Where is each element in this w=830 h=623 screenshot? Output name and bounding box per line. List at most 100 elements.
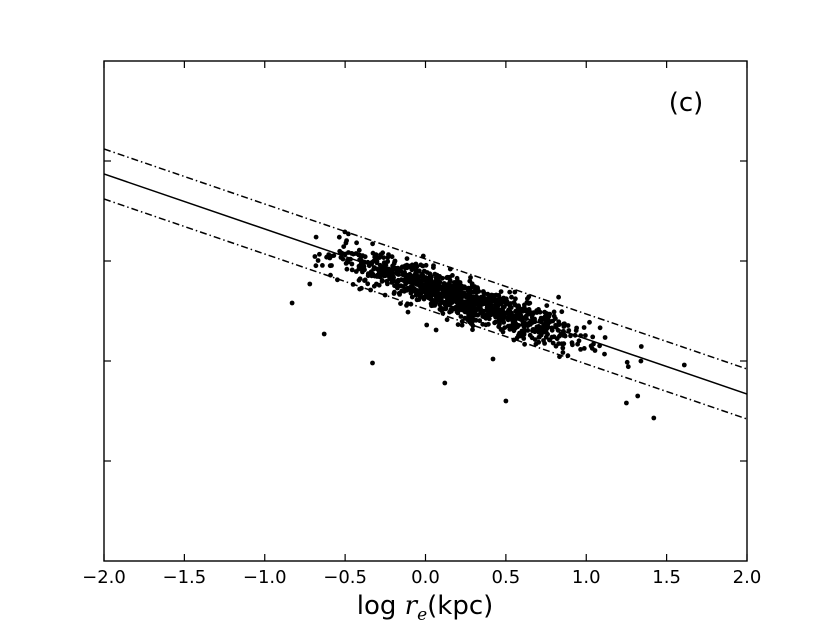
- data-point: [484, 300, 489, 306]
- data-point: [384, 278, 390, 284]
- data-point: [458, 301, 463, 307]
- data-point: [449, 308, 454, 314]
- data-point: [313, 263, 319, 269]
- data-point: [428, 276, 433, 282]
- panel-label: (c): [669, 88, 704, 118]
- data-point: [391, 266, 397, 272]
- data-point: [556, 319, 562, 325]
- data-point: [520, 319, 526, 324]
- data-point: [461, 290, 467, 296]
- data-point: [467, 287, 473, 292]
- data-point: [481, 290, 487, 296]
- data-point: [535, 328, 541, 333]
- data-point: [597, 343, 602, 349]
- data-point: [446, 287, 452, 293]
- data-point: [469, 319, 475, 325]
- data-point: [538, 332, 544, 338]
- data-point: [565, 323, 571, 328]
- data-point: [573, 328, 579, 333]
- x-tick-label: 2.0: [733, 567, 762, 588]
- lower-scatter-line: [104, 198, 747, 420]
- data-point: [454, 275, 460, 281]
- data-point: [467, 278, 473, 284]
- data-point: [475, 302, 481, 308]
- data-point: [452, 290, 458, 295]
- data-point: [340, 256, 346, 262]
- data-point: [424, 286, 430, 291]
- data-point: [459, 319, 465, 324]
- data-point: [550, 340, 556, 346]
- data-point: [455, 322, 461, 327]
- data-point: [624, 359, 630, 365]
- data-point: [368, 269, 374, 275]
- data-point: [531, 327, 537, 332]
- data-point: [490, 309, 496, 315]
- data-point: [410, 281, 415, 287]
- x-tick-label: 0.0: [411, 567, 440, 588]
- data-point: [459, 306, 465, 312]
- data-point: [420, 253, 426, 259]
- data-point: [321, 331, 327, 337]
- x-tick-label: 0.5: [492, 567, 521, 588]
- data-point: [562, 321, 567, 327]
- data-point: [566, 328, 572, 333]
- data-point: [389, 273, 395, 278]
- x-tick-label: −1.0: [243, 567, 287, 588]
- data-point: [495, 303, 501, 309]
- data-point: [557, 354, 562, 360]
- data-point: [417, 283, 423, 288]
- data-point: [471, 312, 476, 318]
- data-point: [335, 277, 340, 283]
- data-point: [590, 334, 596, 340]
- data-point: [336, 234, 342, 240]
- data-point: [362, 254, 368, 260]
- data-point: [372, 254, 378, 260]
- data-point: [483, 315, 489, 321]
- data-point: [521, 336, 527, 341]
- x-axis-title-suffix: (kpc): [427, 591, 493, 621]
- data-point: [379, 264, 385, 270]
- data-point: [513, 296, 518, 302]
- data-point: [441, 286, 447, 291]
- data-point: [409, 294, 415, 300]
- data-point: [551, 313, 557, 319]
- data-point: [350, 251, 356, 257]
- data-point: [466, 312, 472, 318]
- data-point: [491, 293, 497, 298]
- data-point: [512, 289, 518, 295]
- data-point: [542, 341, 547, 346]
- data-point: [532, 337, 538, 342]
- data-point: [315, 258, 321, 263]
- x-axis-title-subscript: e: [417, 605, 427, 623]
- upper-scatter-line: [104, 148, 747, 370]
- data-point: [572, 332, 578, 338]
- data-point: [433, 275, 439, 281]
- data-point: [317, 251, 322, 257]
- data-point: [549, 327, 555, 333]
- data-point: [410, 265, 416, 271]
- data-point: [524, 316, 529, 321]
- data-point: [568, 333, 573, 339]
- data-point: [349, 261, 355, 267]
- data-point: [560, 345, 566, 351]
- data-point: [635, 393, 641, 399]
- data-point: [385, 272, 390, 278]
- data-point: [346, 231, 351, 237]
- data-point: [418, 278, 424, 284]
- x-axis-title-variable: r: [405, 591, 419, 621]
- x-tick-label: −0.5: [323, 567, 367, 588]
- data-point: [383, 262, 389, 268]
- data-point: [396, 278, 401, 284]
- data-point: [602, 335, 608, 340]
- data-point: [371, 283, 377, 289]
- data-point: [407, 277, 412, 283]
- data-point: [524, 300, 530, 305]
- data-point: [404, 256, 410, 261]
- data-point: [638, 344, 644, 349]
- data-point: [346, 250, 351, 255]
- x-tick-label: −1.5: [163, 567, 207, 588]
- data-point: [560, 350, 566, 355]
- data-point: [447, 280, 452, 286]
- data-point: [450, 273, 455, 278]
